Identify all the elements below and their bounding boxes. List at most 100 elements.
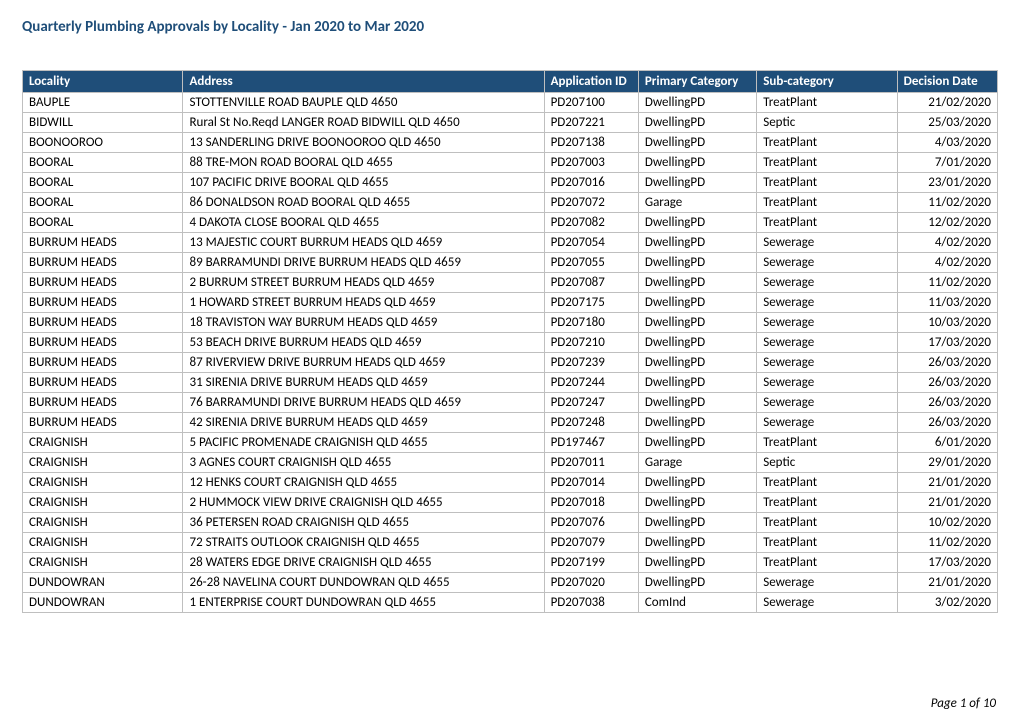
cell-primary: DwellingPD	[638, 413, 756, 433]
cell-address: 1 ENTERPRISE COURT DUNDOWRAN QLD 4655	[183, 593, 544, 613]
cell-sub: Sewerage	[757, 373, 897, 393]
cell-appid: PD207079	[544, 533, 638, 553]
cell-address: 36 PETERSEN ROAD CRAIGNISH QLD 4655	[183, 513, 544, 533]
cell-locality: CRAIGNISH	[23, 473, 183, 493]
cell-address: 2 HUMMOCK VIEW DRIVE CRAIGNISH QLD 4655	[183, 493, 544, 513]
cell-locality: CRAIGNISH	[23, 453, 183, 473]
cell-locality: BURRUM HEADS	[23, 253, 183, 273]
cell-locality: BURRUM HEADS	[23, 293, 183, 313]
cell-locality: BOORAL	[23, 173, 183, 193]
cell-locality: BOORAL	[23, 213, 183, 233]
cell-sub: Sewerage	[757, 253, 897, 273]
cell-primary: DwellingPD	[638, 133, 756, 153]
cell-locality: BURRUM HEADS	[23, 313, 183, 333]
cell-appid: PD207138	[544, 133, 638, 153]
cell-locality: CRAIGNISH	[23, 493, 183, 513]
col-header-appid: Application ID	[544, 71, 638, 93]
cell-primary: DwellingPD	[638, 93, 756, 113]
table-row: BURRUM HEADS18 TRAVISTON WAY BURRUM HEAD…	[23, 313, 998, 333]
cell-appid: PD207221	[544, 113, 638, 133]
cell-locality: DUNDOWRAN	[23, 593, 183, 613]
cell-locality: BOORAL	[23, 193, 183, 213]
cell-decision: 4/02/2020	[897, 253, 997, 273]
table-row: BOORAL107 PACIFIC DRIVE BOORAL QLD 4655P…	[23, 173, 998, 193]
cell-locality: BURRUM HEADS	[23, 273, 183, 293]
cell-address: 28 WATERS EDGE DRIVE CRAIGNISH QLD 4655	[183, 553, 544, 573]
cell-address: STOTTENVILLE ROAD BAUPLE QLD 4650	[183, 93, 544, 113]
approvals-table: Locality Address Application ID Primary …	[22, 70, 998, 613]
cell-sub: TreatPlant	[757, 153, 897, 173]
cell-address: 26-28 NAVELINA COURT DUNDOWRAN QLD 4655	[183, 573, 544, 593]
cell-sub: TreatPlant	[757, 493, 897, 513]
cell-sub: Sewerage	[757, 233, 897, 253]
table-header-row: Locality Address Application ID Primary …	[23, 71, 998, 93]
cell-address: 12 HENKS COURT CRAIGNISH QLD 4655	[183, 473, 544, 493]
cell-address: 76 BARRAMUNDI DRIVE BURRUM HEADS QLD 465…	[183, 393, 544, 413]
table-row: BURRUM HEADS87 RIVERVIEW DRIVE BURRUM HE…	[23, 353, 998, 373]
cell-primary: DwellingPD	[638, 173, 756, 193]
table-row: BURRUM HEADS89 BARRAMUNDI DRIVE BURRUM H…	[23, 253, 998, 273]
table-row: BURRUM HEADS1 HOWARD STREET BURRUM HEADS…	[23, 293, 998, 313]
table-row: CRAIGNISH2 HUMMOCK VIEW DRIVE CRAIGNISH …	[23, 493, 998, 513]
cell-decision: 17/03/2020	[897, 333, 997, 353]
cell-address: 89 BARRAMUNDI DRIVE BURRUM HEADS QLD 465…	[183, 253, 544, 273]
cell-locality: CRAIGNISH	[23, 433, 183, 453]
cell-address: 5 PACIFIC PROMENADE CRAIGNISH QLD 4655	[183, 433, 544, 453]
cell-appid: PD207003	[544, 153, 638, 173]
cell-appid: PD207087	[544, 273, 638, 293]
table-row: BAUPLESTOTTENVILLE ROAD BAUPLE QLD 4650P…	[23, 93, 998, 113]
cell-decision: 3/02/2020	[897, 593, 997, 613]
cell-locality: DUNDOWRAN	[23, 573, 183, 593]
cell-primary: Garage	[638, 453, 756, 473]
cell-decision: 6/01/2020	[897, 433, 997, 453]
cell-primary: DwellingPD	[638, 533, 756, 553]
cell-address: 86 DONALDSON ROAD BOORAL QLD 4655	[183, 193, 544, 213]
cell-address: 4 DAKOTA CLOSE BOORAL QLD 4655	[183, 213, 544, 233]
cell-primary: DwellingPD	[638, 353, 756, 373]
cell-decision: 4/03/2020	[897, 133, 997, 153]
cell-sub: TreatPlant	[757, 93, 897, 113]
cell-locality: BURRUM HEADS	[23, 333, 183, 353]
cell-decision: 10/03/2020	[897, 313, 997, 333]
cell-primary: DwellingPD	[638, 373, 756, 393]
cell-sub: Sewerage	[757, 353, 897, 373]
cell-appid: PD207199	[544, 553, 638, 573]
table-row: BURRUM HEADS53 BEACH DRIVE BURRUM HEADS …	[23, 333, 998, 353]
cell-decision: 25/03/2020	[897, 113, 997, 133]
table-row: DUNDOWRAN1 ENTERPRISE COURT DUNDOWRAN QL…	[23, 593, 998, 613]
cell-address: 88 TRE-MON ROAD BOORAL QLD 4655	[183, 153, 544, 173]
cell-decision: 26/03/2020	[897, 373, 997, 393]
cell-appid: PD207239	[544, 353, 638, 373]
cell-decision: 21/01/2020	[897, 473, 997, 493]
cell-primary: DwellingPD	[638, 233, 756, 253]
cell-address: 13 MAJESTIC COURT BURRUM HEADS QLD 4659	[183, 233, 544, 253]
cell-address: Rural St No.Reqd LANGER ROAD BIDWILL QLD…	[183, 113, 544, 133]
cell-decision: 17/03/2020	[897, 553, 997, 573]
cell-sub: TreatPlant	[757, 173, 897, 193]
cell-sub: TreatPlant	[757, 473, 897, 493]
cell-decision: 11/03/2020	[897, 293, 997, 313]
cell-decision: 21/02/2020	[897, 93, 997, 113]
table-row: BURRUM HEADS31 SIRENIA DRIVE BURRUM HEAD…	[23, 373, 998, 393]
cell-address: 87 RIVERVIEW DRIVE BURRUM HEADS QLD 4659	[183, 353, 544, 373]
cell-primary: DwellingPD	[638, 273, 756, 293]
cell-primary: DwellingPD	[638, 213, 756, 233]
cell-appid: PD207011	[544, 453, 638, 473]
cell-primary: Garage	[638, 193, 756, 213]
cell-decision: 4/02/2020	[897, 233, 997, 253]
cell-primary: DwellingPD	[638, 473, 756, 493]
cell-sub: Septic	[757, 113, 897, 133]
table-row: CRAIGNISH3 AGNES COURT CRAIGNISH QLD 465…	[23, 453, 998, 473]
table-row: BOORAL4 DAKOTA CLOSE BOORAL QLD 4655PD20…	[23, 213, 998, 233]
cell-appid: PD207076	[544, 513, 638, 533]
cell-primary: DwellingPD	[638, 293, 756, 313]
cell-locality: BURRUM HEADS	[23, 233, 183, 253]
cell-primary: DwellingPD	[638, 333, 756, 353]
cell-appid: PD207247	[544, 393, 638, 413]
cell-address: 31 SIRENIA DRIVE BURRUM HEADS QLD 4659	[183, 373, 544, 393]
cell-appid: PD207100	[544, 93, 638, 113]
cell-primary: DwellingPD	[638, 153, 756, 173]
cell-decision: 21/01/2020	[897, 573, 997, 593]
cell-primary: DwellingPD	[638, 573, 756, 593]
cell-decision: 11/02/2020	[897, 533, 997, 553]
